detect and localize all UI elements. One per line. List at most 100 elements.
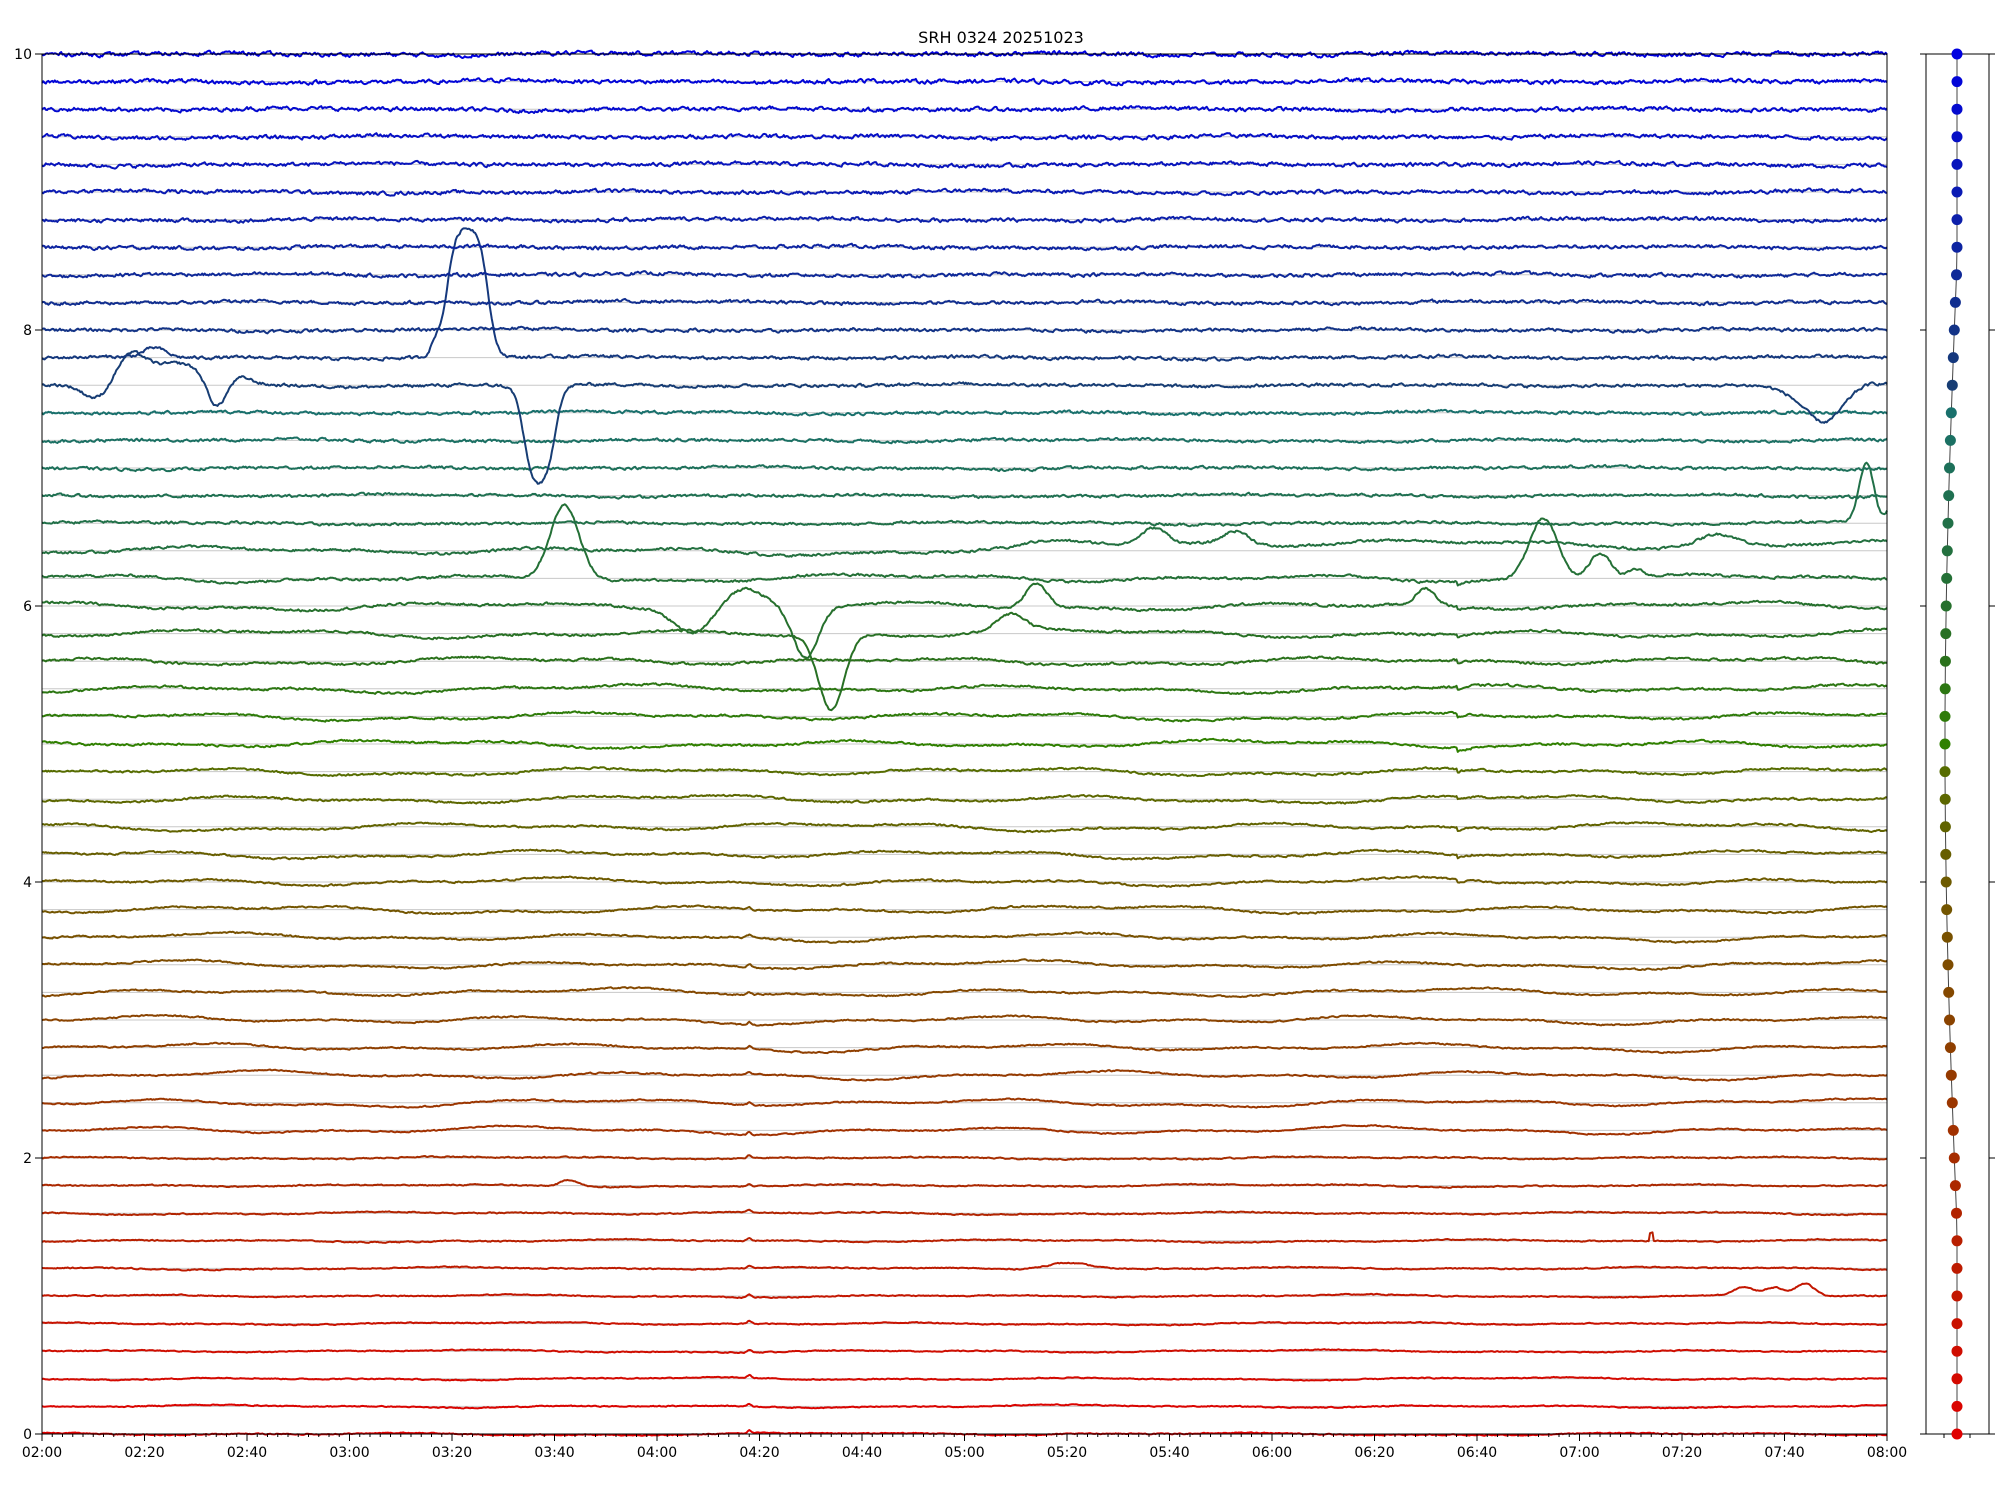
trace-line-2 [41,1373,1888,1382]
trace-line-32 [41,526,1888,558]
trace-line-7 [41,1231,1888,1244]
y-tick-label: 2 [23,1151,32,1167]
side-dot-28 [1939,655,1951,667]
x-tick-label: 07:20 [1662,1445,1702,1461]
trace-line-37 [41,408,1888,417]
x-tick-label: 05:20 [1047,1445,1087,1461]
side-dot-14 [1944,1042,1956,1054]
side-dot-39 [1947,352,1959,364]
trace-line-24 [41,766,1888,778]
side-dot-5 [1951,1290,1963,1302]
trace-line-29 [41,611,1888,712]
trace-line-3 [41,1348,1888,1354]
side-dot-33 [1942,517,1954,529]
trace-line-40 [41,325,1888,335]
trace-line-23 [41,793,1888,805]
y-tick-label: 6 [23,599,32,615]
x-tick-label: 04:00 [637,1445,677,1461]
x-tick-label: 04:20 [739,1445,779,1461]
side-dot-23 [1939,793,1951,805]
side-dot-10 [1948,1152,1960,1164]
side-dot-29 [1940,628,1952,640]
trace-line-45 [41,187,1888,197]
side-dot-7 [1951,1235,1963,1247]
trace-line-35 [41,463,1888,473]
x-tick-label: 06:40 [1457,1445,1497,1461]
trace-line-28 [41,655,1888,668]
trace-line-33 [41,461,1888,528]
trace-line-14 [41,1041,1888,1055]
chart-title: SRH 0324 20251023 [918,28,1084,47]
x-tick-label: 02:20 [124,1445,164,1461]
x-tick-label: 06:20 [1354,1445,1394,1461]
trace-line-21 [41,848,1888,861]
trace-line-41 [41,297,1888,307]
side-dot-31 [1941,572,1953,584]
trace-line-18 [41,930,1888,944]
side-panel-dots [1939,48,1963,1440]
y-axis: 0 2 4 6 8 10 [14,47,42,1443]
trace-line-46 [41,159,1888,170]
trace-line-38 [41,350,1888,485]
x-tick-label: 02:40 [227,1445,267,1461]
y-tick-label: 8 [23,323,32,339]
side-dot-3 [1951,1345,1963,1357]
trace-line-31 [41,503,1888,587]
trace-line-9 [41,1178,1888,1189]
trace-line-5 [41,1282,1888,1299]
trace-line-48 [41,105,1888,115]
trace-line-30 [41,582,1888,659]
x-tick-label: 05:00 [944,1445,984,1461]
side-dot-30 [1940,600,1952,612]
trace-line-15 [41,1014,1888,1027]
side-dot-9 [1949,1180,1961,1192]
x-axis: 02:00 02:20 02:40 03:00 03:20 03:40 04:00 04:20… [22,1434,1907,1461]
side-dot-32 [1941,545,1953,557]
trace-line-1 [41,1402,1888,1410]
trace-line-13 [41,1068,1888,1082]
trace-line-34 [41,491,1888,500]
trace-line-49 [41,77,1888,87]
trace-line-44 [41,215,1888,224]
side-dot-44 [1951,214,1963,226]
side-dot-49 [1951,76,1963,88]
trace-line-4 [41,1319,1888,1327]
side-dot-25 [1939,738,1951,750]
side-dot-48 [1951,103,1963,115]
trace-line-20 [41,875,1888,888]
side-dot-46 [1951,158,1963,170]
side-dot-17 [1942,959,1954,971]
side-dot-24 [1939,766,1951,778]
trace-line-16 [41,986,1888,999]
side-dot-37 [1945,407,1957,419]
x-tick-label: 06:00 [1252,1445,1292,1461]
side-dot-20 [1940,876,1952,888]
side-dot-41 [1949,296,1961,308]
side-dot-2 [1951,1373,1963,1385]
trace-line-11 [41,1124,1888,1137]
side-dot-18 [1941,931,1953,943]
trace-line-17 [41,958,1888,971]
side-dot-6 [1951,1262,1963,1274]
x-tick-label: 07:40 [1764,1445,1804,1461]
side-dot-1 [1951,1400,1963,1412]
side-dot-21 [1940,848,1952,860]
side-dot-36 [1944,434,1956,446]
side-dot-0 [1951,1428,1963,1440]
side-panel-ticks [1920,53,1995,1438]
trace-line-47 [41,132,1888,142]
side-dot-4 [1951,1318,1963,1330]
trace-line-26 [41,710,1888,723]
trace-lines [41,49,1888,1437]
x-tick-label: 05:40 [1149,1445,1189,1461]
trace-line-42 [41,270,1888,279]
trace-line-43 [41,242,1888,252]
side-dot-11 [1947,1124,1959,1136]
y-tick-label: 0 [23,1427,32,1443]
side-dot-47 [1951,131,1963,143]
side-dot-34 [1943,490,1955,502]
trace-line-10 [41,1154,1888,1161]
side-dot-42 [1951,269,1962,281]
